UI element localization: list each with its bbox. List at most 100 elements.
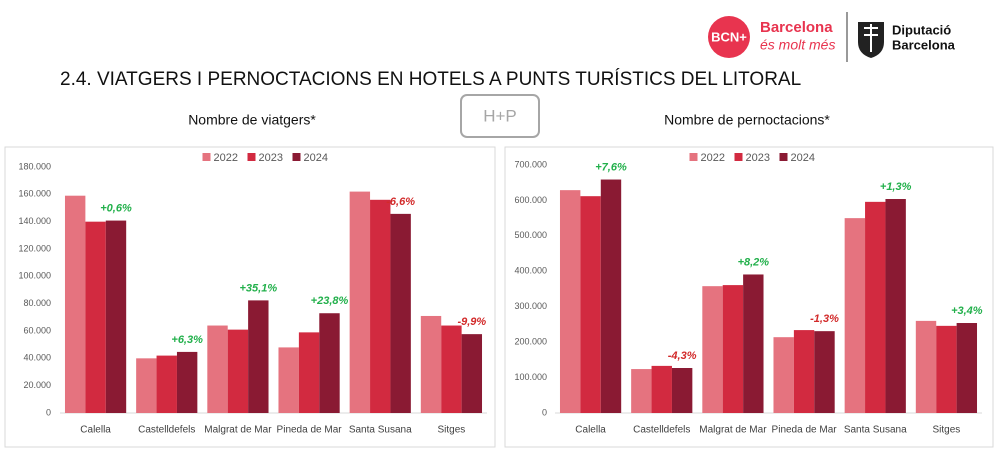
- badge: H+P: [483, 106, 517, 125]
- legend-label: 2022: [701, 152, 725, 164]
- y-tick-label: 120.000: [18, 243, 51, 253]
- bar: [461, 334, 483, 413]
- y-tick-label: 20.000: [23, 380, 51, 390]
- bar: [722, 285, 744, 413]
- legend-label: 2023: [746, 152, 770, 164]
- bcn-line2: és molt més: [760, 37, 835, 53]
- chart-frame: [504, 146, 994, 448]
- change-label: +7,6%: [595, 161, 627, 173]
- y-tick-label: 400.000: [514, 266, 547, 276]
- bar: [136, 358, 157, 413]
- y-tick-label: 100.000: [514, 372, 547, 382]
- x-tick-label: Castelldefels: [633, 425, 690, 436]
- legend-label: 2024: [791, 152, 815, 164]
- dipu-shield-detail: [864, 24, 878, 52]
- legend-label: 2022: [214, 152, 238, 164]
- change-label: -1,3%: [810, 313, 839, 325]
- legend-label: 2023: [259, 152, 283, 164]
- change-label: +6,3%: [171, 334, 203, 346]
- bar: [915, 320, 937, 413]
- change-label: +35,1%: [240, 282, 278, 294]
- legend-swatch: [247, 153, 256, 161]
- bar: [248, 300, 269, 413]
- legend-swatch: [292, 153, 301, 161]
- badge-box: [460, 94, 540, 138]
- dipu-line2: Barcelona: [892, 37, 956, 52]
- y-tick-label: 60.000: [23, 325, 51, 335]
- bar: [651, 365, 672, 413]
- bar: [885, 199, 906, 413]
- x-tick-label: Castelldefels: [138, 425, 195, 436]
- bar: [956, 323, 978, 413]
- y-tick-label: 0: [542, 407, 547, 417]
- bar: [349, 191, 371, 413]
- bcn-logo-circle: [708, 16, 750, 58]
- y-tick-label: 0: [46, 407, 51, 417]
- y-tick-label: 40.000: [23, 353, 51, 363]
- bar: [743, 274, 764, 413]
- y-tick-label: 600.000: [514, 195, 547, 205]
- y-tick-label: 180.000: [18, 161, 51, 171]
- x-tick-label: Malgrat de Mar: [699, 425, 767, 436]
- change-label: +0,6%: [100, 202, 132, 214]
- y-tick-label: 80.000: [23, 298, 51, 308]
- y-tick-label: 500.000: [514, 230, 547, 240]
- x-tick-label: Malgrat de Mar: [204, 425, 272, 436]
- chart-title: Nombre de pernoctacions*: [664, 112, 830, 128]
- bar: [64, 195, 86, 413]
- x-tick-label: Santa Susana: [349, 425, 412, 436]
- bar: [85, 221, 106, 413]
- slide-title: 2.4. VIATGERS I PERNOCTACIONS EN HOTELS …: [60, 69, 801, 90]
- change-label: -9,9%: [457, 316, 486, 328]
- y-tick-label: 200.000: [514, 337, 547, 347]
- bar: [420, 315, 442, 413]
- bar: [936, 325, 957, 413]
- y-tick-label: 140.000: [18, 216, 51, 226]
- y-tick-label: 300.000: [514, 301, 547, 311]
- bar: [227, 329, 249, 413]
- bar: [773, 337, 794, 413]
- bar: [793, 330, 815, 413]
- x-tick-label: Calella: [80, 425, 111, 436]
- x-tick-label: Calella: [575, 425, 606, 436]
- bar: [441, 325, 462, 413]
- bcn-mark: BCN+: [711, 29, 747, 44]
- bar: [105, 220, 127, 413]
- dipu-line1: Diputació: [892, 22, 951, 37]
- change-label: +8,2%: [738, 256, 770, 268]
- bar: [671, 368, 693, 413]
- legend-swatch: [689, 153, 698, 161]
- bar: [156, 355, 177, 413]
- bar: [298, 332, 320, 413]
- legend-swatch: [202, 153, 211, 161]
- bar: [390, 213, 411, 413]
- bar: [370, 199, 391, 413]
- bar: [865, 201, 886, 413]
- y-tick-label: 700.000: [514, 159, 547, 169]
- y-tick-label: 100.000: [18, 271, 51, 281]
- change-label: -4,3%: [668, 350, 697, 362]
- bar: [600, 179, 622, 413]
- x-tick-label: Pineda de Mar: [277, 425, 343, 436]
- bar: [702, 286, 723, 413]
- chart-frame: [4, 146, 496, 448]
- change-label: -6,6%: [386, 196, 415, 208]
- change-label: +3,4%: [951, 305, 983, 317]
- bar: [278, 347, 299, 413]
- bar: [631, 369, 652, 413]
- bar: [319, 313, 340, 413]
- change-label: +1,3%: [880, 181, 912, 193]
- bar: [814, 331, 835, 413]
- x-tick-label: Sitges: [438, 425, 466, 436]
- legend-swatch: [734, 153, 743, 161]
- bar: [176, 351, 198, 413]
- change-label: +23,8%: [311, 295, 349, 307]
- x-tick-label: Pineda de Mar: [772, 425, 838, 436]
- chart-title: Nombre de viatgers*: [188, 112, 316, 128]
- x-tick-label: Sitges: [933, 425, 961, 436]
- x-tick-label: Santa Susana: [844, 425, 907, 436]
- legend-label: 2024: [304, 152, 328, 164]
- y-tick-label: 160.000: [18, 189, 51, 199]
- bar: [844, 218, 866, 413]
